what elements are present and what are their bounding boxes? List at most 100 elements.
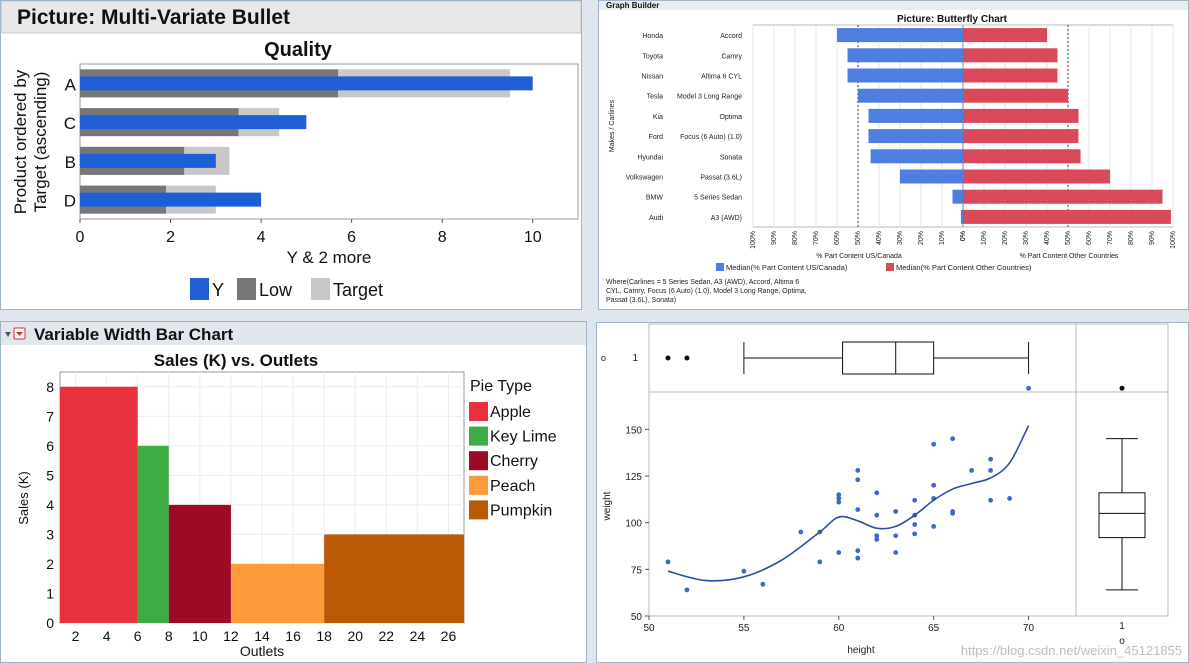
bar-peach	[230, 563, 325, 623]
x-tick-label: 24	[410, 628, 426, 644]
other-countries-bar	[963, 48, 1058, 63]
legend-swatch	[190, 278, 209, 300]
right-tick-label: 60%	[1086, 231, 1093, 245]
x-tick-label: 8	[438, 229, 447, 246]
x-tick-label: 60	[833, 623, 845, 634]
us-canada-bar	[900, 169, 963, 184]
legend-label: Cherry	[490, 453, 538, 470]
make-label: Toyota	[642, 53, 663, 60]
right-tick-label: 20%	[1002, 231, 1009, 245]
y-tick-label: 6	[46, 438, 54, 454]
us-canada-bar	[870, 149, 963, 164]
make-label: BMW	[646, 195, 664, 202]
scatter-point	[950, 509, 956, 514]
us-canada-bar	[868, 129, 963, 144]
y-axis-label: Makes / Carlines	[609, 99, 616, 152]
left-tick-label: 10%	[939, 231, 946, 245]
make-label: Hyundai	[637, 154, 663, 161]
left-tick-label: 20%	[918, 231, 925, 245]
chart-title: Picture: Butterfly Chart	[897, 14, 1008, 25]
scatter-point	[760, 581, 766, 587]
left-tick-label: 30%	[897, 231, 904, 245]
right-tick-label: 10%	[981, 231, 988, 245]
scatter-point	[893, 509, 899, 514]
x-tick-label: 10	[524, 229, 542, 246]
scatter-point	[969, 468, 975, 473]
us-canada-bar	[847, 68, 963, 83]
y-tick-label: 5	[46, 467, 54, 483]
make-label: Ford	[649, 134, 664, 141]
where-clause: Where(Carlines = 5 Series Sedan, A3 (AWD…	[606, 279, 799, 286]
legend-swatch	[311, 278, 330, 300]
make-label: Honda	[642, 33, 663, 40]
x-tick-label: 70	[1023, 623, 1035, 634]
x-tick-label: 18	[316, 628, 332, 644]
side-label-bottom: o	[1119, 636, 1125, 647]
carline-label: Model 3 Long Range	[677, 94, 742, 101]
carline-label: 5 Series Sedan	[694, 195, 742, 202]
scatter-point	[1007, 496, 1012, 501]
scatter-point	[931, 482, 937, 488]
y-tick-label: 125	[625, 472, 642, 483]
category-label: C	[64, 114, 76, 133]
category-label: A	[65, 75, 77, 94]
y-bar	[80, 192, 262, 207]
side-label: o	[601, 353, 606, 363]
make-label: Tesla	[647, 94, 663, 101]
other-countries-bar	[963, 129, 1079, 144]
y-bar	[80, 153, 216, 168]
scatter-point	[855, 507, 861, 512]
carline-label: A3 (AWD)	[711, 215, 742, 222]
x-tick-label: 10	[192, 628, 208, 644]
x-axis-label-right: % Part Content Other Countries	[1020, 253, 1119, 260]
other-countries-bar	[963, 169, 1110, 184]
legend-swatch	[469, 475, 488, 495]
y-tick-label: 75	[631, 565, 643, 576]
us-canada-bar	[837, 28, 963, 43]
make-label: Audi	[649, 215, 663, 222]
scatter-boxplot-panel: o 1 1 o 50 75 100 125 150 50 55 60 65 70 height weight …	[596, 322, 1189, 663]
scatter-point	[874, 490, 880, 496]
scatter-point	[855, 555, 861, 561]
x-tick-label: 6	[347, 229, 356, 246]
carline-label: Sonata	[720, 154, 742, 161]
x-tick-label: 50	[643, 623, 655, 634]
carline-label: Passat (3.6L)	[700, 175, 742, 182]
y-tick-label: 100	[625, 519, 642, 530]
header-title: Graph Builder	[606, 1, 659, 10]
scatter-point	[836, 496, 842, 501]
us-canada-bar	[858, 88, 963, 103]
carline-label: Camry	[721, 53, 742, 60]
scatter-point	[874, 512, 880, 518]
right-tick-label: 30%	[1023, 231, 1030, 245]
legend-swatch	[469, 426, 488, 446]
left-tick-label: 90%	[771, 231, 778, 245]
scatter-point	[798, 529, 804, 535]
x-tick-label: 20	[347, 628, 363, 644]
legend-swatch	[237, 278, 256, 300]
carline-label: Focus (6 Auto) (1.0)	[680, 134, 742, 141]
x-tick-label: 2	[72, 628, 80, 644]
y-tick-label: 8	[46, 379, 54, 395]
right-tick-label: 0%	[960, 231, 967, 241]
scatter-point	[988, 497, 993, 503]
left-tick-label: 60%	[834, 231, 841, 245]
variable-width-chart: Variable Width Bar Chart Sales (K) vs. Ou…	[1, 322, 586, 659]
scatter-point	[912, 522, 918, 527]
legend-swatch	[469, 402, 488, 421]
scatter-point	[817, 559, 823, 565]
make-label: Kia	[653, 114, 663, 121]
scatter-point	[893, 550, 899, 555]
make-label: Volkswagen	[626, 175, 663, 182]
box	[1098, 492, 1146, 539]
legend-label: Median(% Part Content Other Countries)	[896, 263, 1032, 272]
variable-width-chart-panel: Variable Width Bar Chart Sales (K) vs. Ou…	[0, 321, 587, 663]
chart-title: Sales (K) vs. Outlets	[154, 351, 318, 370]
other-countries-bar	[963, 68, 1058, 83]
x-axis-label: height	[847, 645, 874, 656]
bar-apple	[60, 386, 138, 623]
legend-label: Peach	[490, 478, 535, 495]
box	[842, 341, 935, 375]
title-bar	[1, 1, 581, 34]
make-label: Nissan	[642, 74, 664, 81]
